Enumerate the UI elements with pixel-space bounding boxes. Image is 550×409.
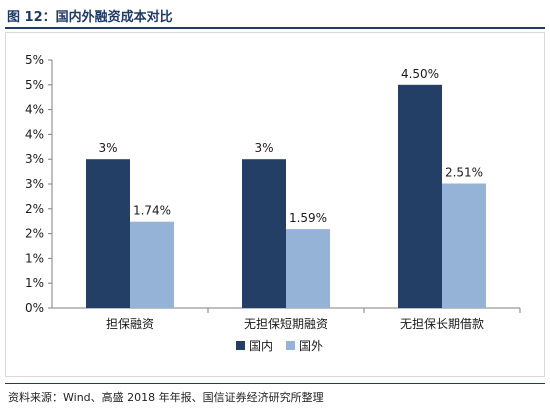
data-label: 4.50% [401, 67, 439, 81]
legend-label: 国外 [299, 339, 323, 353]
source-note: 资料来源：Wind、高盛 2018 年年报、国信证券经济研究所整理 [8, 391, 324, 404]
legend-swatch-国内 [236, 341, 245, 350]
data-label: 3% [254, 141, 273, 155]
legend-label: 国内 [249, 339, 273, 353]
title-rule [5, 27, 545, 29]
y-tick-label: 5% [25, 78, 44, 92]
chart-frame [5, 32, 545, 377]
data-label: 1.74% [133, 204, 171, 218]
bar-国外 [130, 221, 174, 308]
figure-title: 图 12：国内外融资成本对比 [7, 10, 173, 25]
bar-国内 [242, 159, 286, 308]
y-tick-label: 2% [25, 202, 44, 216]
y-tick-label: 3% [25, 152, 44, 166]
footer-rule [5, 383, 545, 384]
data-label: 3% [98, 141, 117, 155]
x-category-label: 无担保长期借款 [400, 317, 484, 331]
y-tick-label: 3% [25, 177, 44, 191]
data-label: 1.59% [289, 211, 327, 225]
bars: 3% 1.74% 3% 1.59% 4.50% 2.51% [86, 67, 486, 308]
y-tick-label: 0% [25, 301, 44, 315]
y-tick-label: 4% [25, 103, 44, 117]
bar-国内 [398, 84, 442, 308]
y-tick-label: 1% [25, 251, 44, 265]
y-axis-ticks: 0% 1% 1% 2% 2% 3% 3% 4% 4% 5% 5% [25, 53, 52, 315]
bar-国外 [286, 229, 330, 308]
y-tick-label: 4% [25, 127, 44, 141]
bar-国外 [442, 183, 486, 308]
x-category-label: 担保融资 [106, 317, 154, 331]
bar-国内 [86, 159, 130, 308]
x-category-label: 无担保短期融资 [244, 317, 328, 331]
y-tick-label: 1% [25, 276, 44, 290]
x-axis-categories: 担保融资 无担保短期融资 无担保长期借款 [106, 308, 521, 331]
y-tick-label: 2% [25, 227, 44, 241]
data-label: 2.51% [445, 166, 483, 180]
legend: 国内 国外 [236, 339, 323, 353]
legend-swatch-国外 [286, 341, 295, 350]
y-tick-label: 5% [25, 53, 44, 67]
